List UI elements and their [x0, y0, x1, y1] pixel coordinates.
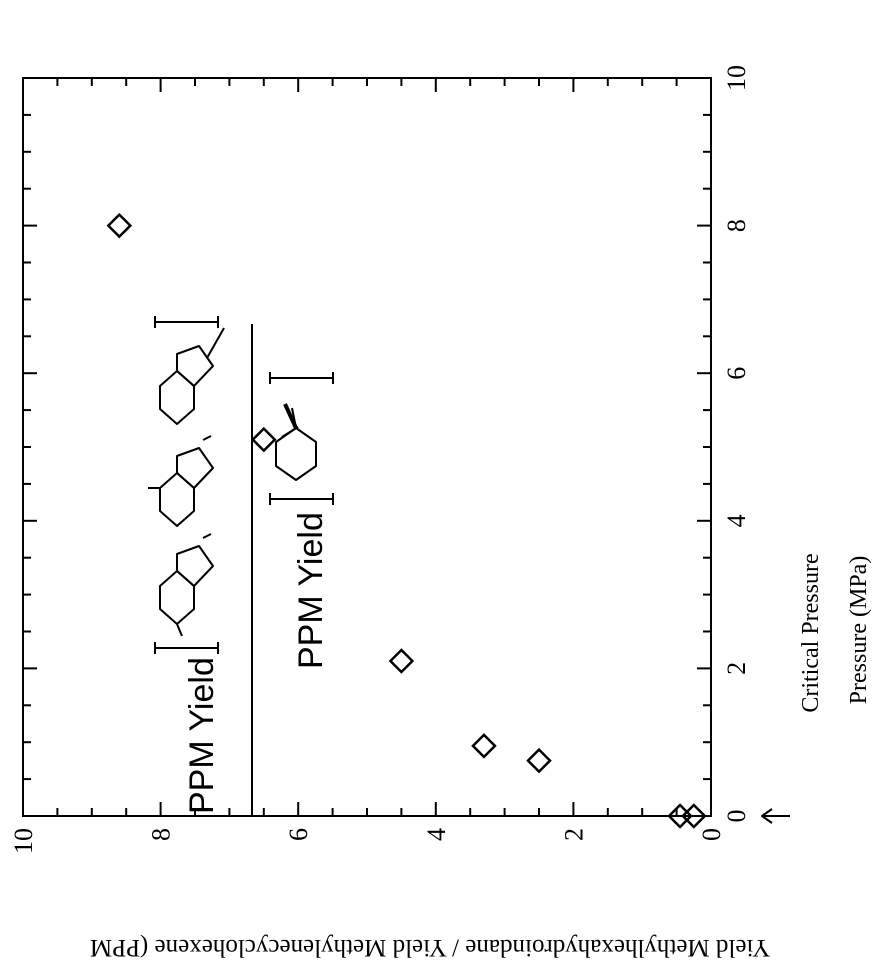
y-axis-label: Yield Methylhexahydroindane / Yield Meth…: [90, 934, 770, 961]
yield-tick-label: 0: [722, 810, 751, 823]
yield-tick-label: 6: [722, 367, 751, 380]
axis-ticks: [22, 77, 712, 817]
x-axis-label: Pressure (MPa): [846, 556, 872, 705]
numerator-structures-icon: [148, 316, 225, 654]
pressure-tick-label: 4: [422, 828, 451, 841]
data-point: [526, 747, 552, 774]
pressure-tick-label: 2: [559, 828, 588, 841]
data-points: [106, 212, 707, 829]
yield-tick-label: 2: [722, 662, 751, 675]
data-point: [681, 803, 707, 829]
data-point: [471, 733, 497, 759]
plot-frame: [22, 77, 712, 817]
yield-tick-label: 8: [722, 219, 751, 232]
denominator-structure-icon: [269, 372, 334, 505]
yield-tick-label: 10: [722, 65, 751, 91]
arrow-head-icon: [761, 808, 773, 824]
critical-pressure-label: Critical Pressure: [798, 553, 824, 712]
yield-tick-label: 4: [722, 514, 751, 527]
denominator-label: PPM Yield: [292, 512, 330, 669]
critical-pressure-annotation: Critical Pressure: [761, 553, 824, 824]
axis-tick-labels: 0 2 4 6 8 10 0 2 4 6 8 10: [9, 65, 751, 854]
pressure-tick-label: 0: [697, 828, 726, 841]
data-point: [388, 648, 415, 674]
data-point: [667, 803, 693, 829]
ratio-annotation: PPM Yield: [148, 316, 334, 816]
pressure-tick-label: 8: [147, 828, 176, 841]
data-point: [106, 212, 133, 239]
numerator-label: PPM Yield: [183, 657, 221, 814]
pressure-tick-label: 10: [9, 828, 38, 854]
data-point: [251, 426, 277, 453]
pressure-tick-label: 6: [284, 828, 313, 841]
